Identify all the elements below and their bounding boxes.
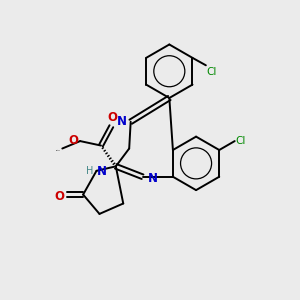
- Text: O: O: [107, 111, 117, 124]
- Text: O: O: [54, 190, 64, 202]
- Text: H: H: [86, 166, 94, 176]
- Text: N: N: [117, 115, 127, 128]
- Text: N: N: [97, 165, 107, 178]
- Text: Cl: Cl: [236, 136, 246, 146]
- Text: N: N: [148, 172, 158, 185]
- Text: Cl: Cl: [207, 67, 217, 77]
- Text: O: O: [69, 134, 79, 147]
- Text: methyl: methyl: [56, 150, 61, 151]
